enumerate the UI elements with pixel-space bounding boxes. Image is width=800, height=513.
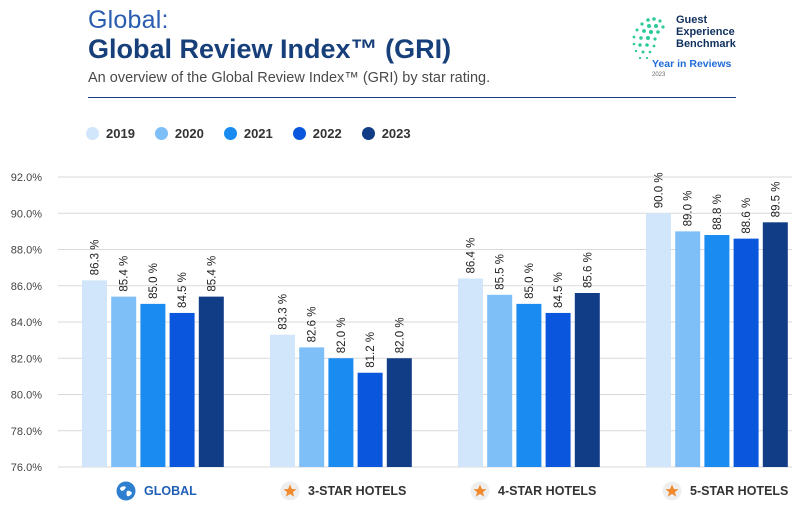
bar-global-2022 — [169, 312, 195, 467]
legend-label: 2019 — [106, 126, 135, 141]
data-label: 81.2 % — [365, 332, 377, 368]
bar-4-star-hotels-2020 — [487, 294, 513, 467]
logo-tagline: Year in Reviews — [652, 58, 732, 70]
category-label-global: GLOBAL — [116, 481, 197, 501]
star-icon — [280, 481, 300, 501]
bar-4-star-hotels-2023 — [574, 293, 600, 467]
bar-3-star-hotels-2019 — [270, 334, 295, 467]
data-label: 86.4 % — [466, 238, 478, 274]
y-tick-label: 76.0% — [11, 462, 42, 474]
star-icon — [662, 481, 682, 501]
bar-5-star-hotels-2021 — [704, 235, 730, 467]
legend-label: 2023 — [381, 126, 411, 141]
y-tick-label: 86.0% — [11, 281, 42, 293]
category-label-4-star-hotels: 4-STAR HOTELS — [470, 481, 596, 501]
bar-4-star-hotels-2019 — [458, 278, 483, 467]
category-label-text: 5-STAR HOTELS — [690, 484, 789, 498]
legend-swatch — [223, 127, 237, 140]
category-label-text: GLOBAL — [144, 484, 197, 498]
bar-global-2023 — [198, 296, 224, 467]
category-label-text: 4-STAR HOTELS — [498, 484, 597, 498]
data-label: 82.0 % — [394, 317, 406, 353]
bar-global-2020 — [111, 296, 137, 467]
data-label: 85.5 % — [495, 254, 507, 290]
legend-swatch — [292, 127, 306, 140]
data-label: 84.5 % — [177, 272, 189, 308]
data-label: 90.0 % — [654, 172, 666, 208]
y-tick-label: 78.0% — [11, 426, 42, 438]
legend-swatch — [86, 127, 99, 140]
logo-year: 2023 — [652, 72, 666, 78]
bar-3-star-hotels-2023 — [386, 358, 412, 467]
y-tick-label: 84.0% — [11, 317, 42, 329]
bar-3-star-hotels-2021 — [328, 358, 354, 467]
data-label: 89.5 % — [770, 182, 782, 218]
logo-line-3: Benchmark — [676, 38, 736, 50]
page-subtitle: An overview of the Global Review Index™ … — [88, 70, 491, 86]
data-label: 85.4 % — [206, 256, 218, 292]
legend-label: 2020 — [174, 126, 204, 141]
data-label: 88.8 % — [712, 194, 724, 230]
bar-3-star-hotels-2020 — [299, 347, 325, 467]
globe-icon — [116, 481, 136, 501]
logo-wordmark: Guest Experience Benchmark — [676, 14, 736, 50]
legend-swatch — [361, 127, 375, 140]
data-label: 88.6 % — [741, 198, 753, 234]
page-title: Global Review Index™ (GRI) — [88, 34, 452, 64]
data-label: 89.0 % — [683, 191, 695, 227]
y-tick-label: 92.0% — [11, 172, 42, 184]
data-label: 85.0 % — [524, 263, 536, 299]
data-label: 82.0 % — [336, 317, 348, 353]
y-tick-label: 88.0% — [11, 245, 42, 257]
y-tick-label: 82.0% — [11, 353, 42, 365]
data-label: 85.0 % — [148, 263, 160, 299]
chart-legend: 2019 2020 2021 2022 2023 — [86, 126, 431, 141]
data-label: 85.4 % — [119, 256, 131, 292]
data-label: 83.3 % — [278, 294, 290, 330]
geb-logo: Guest Experience Benchmark Year in Revie… — [626, 10, 746, 80]
bar-5-star-hotels-2023 — [762, 222, 788, 467]
data-label: 86.3 % — [90, 240, 102, 276]
legend-item-2022: 2022 — [292, 126, 342, 141]
data-label: 82.6 % — [307, 307, 319, 343]
category-label-5-star-hotels: 5-STAR HOTELS — [662, 481, 788, 501]
data-label: 85.6 % — [582, 252, 594, 288]
region-title: Global: — [88, 6, 169, 34]
legend-label: 2021 — [243, 126, 273, 141]
bar-global-2019 — [82, 280, 107, 467]
bar-5-star-hotels-2019 — [646, 213, 671, 467]
dot-globe-icon — [632, 17, 665, 60]
bar-5-star-hotels-2022 — [733, 238, 759, 467]
legend-label: 2022 — [312, 126, 342, 141]
legend-item-2021: 2021 — [223, 126, 273, 141]
category-label-3-star-hotels: 3-STAR HOTELS — [280, 481, 406, 501]
bar-3-star-hotels-2022 — [357, 372, 383, 467]
bar-4-star-hotels-2021 — [516, 303, 542, 467]
legend-item-2019: 2019 — [86, 126, 135, 141]
y-tick-label: 90.0% — [11, 208, 42, 220]
logo-line-2: Experience — [676, 26, 735, 38]
data-label: 84.5 % — [553, 272, 565, 308]
y-tick-label: 80.0% — [11, 390, 42, 402]
star-icon — [470, 481, 490, 501]
legend-swatch — [154, 127, 168, 140]
logo-line-1: Guest — [676, 14, 708, 26]
legend-item-2023: 2023 — [361, 126, 411, 141]
category-label-text: 3-STAR HOTELS — [308, 484, 407, 498]
bar-4-star-hotels-2022 — [545, 312, 571, 467]
header-divider — [88, 97, 736, 98]
bar-global-2021 — [140, 303, 166, 467]
bar-5-star-hotels-2020 — [675, 231, 701, 467]
legend-item-2020: 2020 — [154, 126, 204, 141]
